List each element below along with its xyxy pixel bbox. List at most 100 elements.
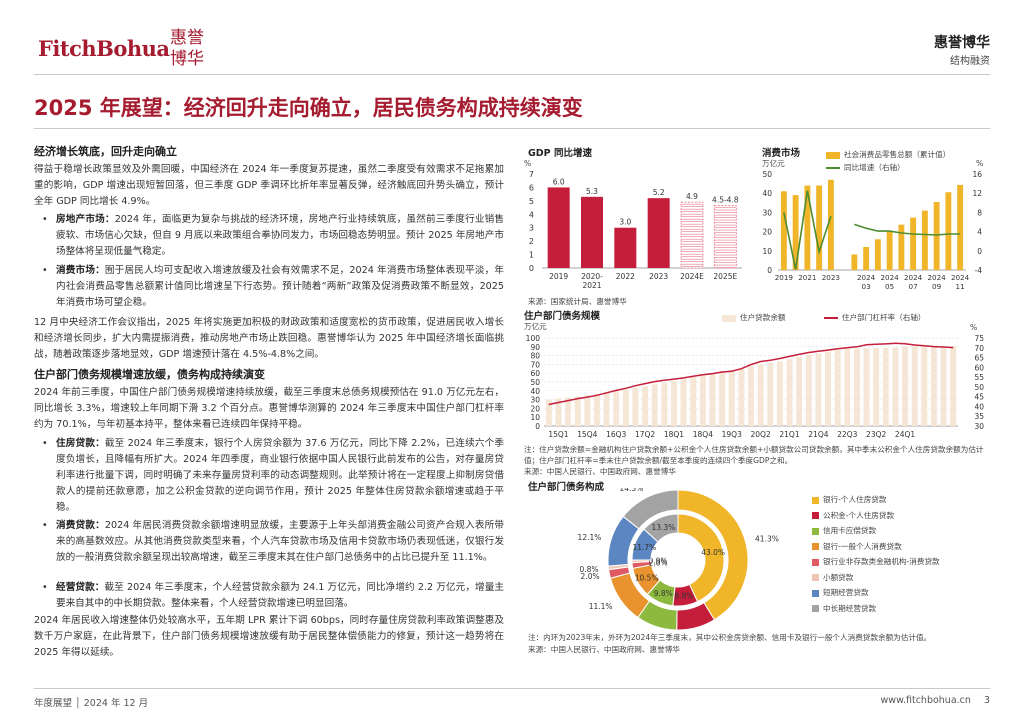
y-tick-label: 4: [529, 210, 534, 219]
composition-data-label: 43.0%: [701, 548, 725, 557]
legend-swatch: [812, 496, 819, 504]
gdp-data-label: 6.0: [553, 177, 565, 186]
y-tick-label-right: 40: [974, 402, 984, 411]
section-heading-growth: 经济增长筑底，回升走向确立: [34, 145, 177, 158]
bullet-text: 截至 2024 年三季度末，银行个人房贷余额为 37.6 万亿元，同比下降 2.…: [56, 438, 505, 513]
x-tick-label: 2024: [927, 273, 946, 282]
loan-balance-bar: [709, 373, 716, 426]
gdp-data-label: 5.3: [586, 187, 598, 196]
y-tick-label-left: 50: [530, 378, 540, 387]
x-tick-label: 22Q3: [837, 430, 857, 439]
bullet-text: 2024 年居民消费贷款余额增速明显放缓，主要源于上年头部消费金融公司资产合规入…: [56, 520, 505, 563]
loan-balance-bar: [921, 345, 928, 426]
y-tick-label-right: 35: [974, 412, 984, 421]
x-tick-label: 2024: [880, 273, 899, 282]
loan-balance-bar: [873, 348, 880, 426]
loan-balance-bar: [651, 384, 658, 426]
legend-swatch-line: [826, 167, 840, 169]
composition-slice: [643, 513, 679, 543]
y-tick-label: 5: [529, 197, 534, 206]
loan-balance-bar: [699, 375, 706, 426]
retail-sales-bar: [910, 217, 917, 270]
x-tick-label: 09: [932, 282, 942, 291]
legend-swatch: [812, 558, 819, 566]
composition-slice: [677, 513, 725, 603]
y-tick-label-left: 10: [530, 413, 540, 422]
x-tick-label: 2021: [582, 281, 601, 290]
loan-balance-bar: [670, 380, 677, 426]
legend-label-bar: 社会消费品零售总额（累计值）: [844, 150, 951, 159]
legend-swatch: [812, 527, 819, 535]
gdp-source: 来源：国家统计局、惠誉博华: [528, 297, 627, 306]
y-tick-label-right: 60: [974, 363, 984, 372]
gdp-bar: [647, 198, 670, 268]
composition-data-label: 12.1%: [578, 533, 602, 542]
legend-item: 短期经营贷款: [812, 585, 990, 601]
retail-sales-bar: [921, 210, 928, 270]
debt-scale-source: 来源：中国人民银行、中国政府网、惠誉博华: [524, 467, 676, 476]
debt-scale-unit-left: 万亿元: [524, 322, 547, 331]
retail-sales-bar: [780, 191, 787, 270]
composition-data-label: 2.0%: [581, 572, 600, 581]
legend-label-line: 同比增速（右轴）: [844, 163, 905, 172]
footer-url[interactable]: www.fitchbohua.cn: [880, 695, 971, 706]
retail-sales-bar: [816, 185, 823, 270]
gdp-bar: [581, 196, 603, 268]
composition-source: 来源：中国人民银行、中国政府网、惠誉博华: [528, 645, 680, 654]
x-tick-label: 2023: [649, 272, 668, 281]
retail-sales-bar: [945, 192, 952, 270]
composition-data-label: 10.5%: [635, 574, 659, 583]
header-divider: [34, 74, 990, 75]
loan-balance-bar: [661, 382, 668, 426]
y-tick-label-left: 60: [530, 369, 540, 378]
x-tick-label: 2025E: [713, 272, 737, 281]
legend-label: 银行业非存款类金融机构-消费贷款: [823, 557, 940, 566]
legend-swatch: [812, 512, 819, 519]
loan-balance-bar: [786, 358, 793, 426]
loan-balance-bar: [853, 348, 860, 426]
retail-sales-bar: [874, 239, 881, 270]
gdp-unit: %: [524, 159, 532, 168]
debt-scale-chart: 0102030405060708090100303540455055606570…: [526, 334, 985, 439]
loan-balance-bar: [680, 378, 687, 426]
bullet-dot: •: [42, 520, 48, 531]
gdp-bar: [547, 187, 570, 268]
bullet-text: 截至 2024 年三季度末，个人经营贷款余额为 24.1 万亿元，同比净增约 2…: [56, 582, 504, 609]
composition-data-label: 41.3%: [755, 534, 779, 543]
debt-scale-legend: 住户贷款余额 住户部门杠杆率（右轴）: [722, 312, 926, 323]
gdp-data-label: 5.2: [653, 188, 665, 197]
composition-data-label: 11.7%: [632, 543, 656, 552]
y-tick-label-left: 20: [530, 404, 540, 413]
bullet-dot: •: [42, 438, 48, 449]
loan-balance-bar: [690, 376, 697, 426]
y-tick-label-right: 16: [972, 170, 982, 179]
composition-chart: 41.3%9.0%9.4%11.1%2.0%0.8%12.1%14.3%43.0…: [578, 488, 779, 631]
y-tick-label-left: 100: [526, 334, 541, 343]
y-tick-label-right: 55: [974, 373, 984, 382]
y-tick-label-right: -4: [975, 266, 983, 275]
gdp-bar: [614, 227, 637, 268]
composition-slice: [622, 489, 679, 530]
leverage-ratio-line: [548, 342, 954, 406]
legend-swatch-bar: [722, 314, 736, 322]
legend-label: 银行-个人住房贷款: [823, 495, 887, 504]
y-tick-label-right: 8: [977, 208, 982, 217]
loan-balance-bar: [728, 369, 735, 426]
retail-sales-bar: [933, 202, 940, 270]
x-tick-label: 2019: [549, 272, 568, 281]
retail-sales-bar: [804, 185, 811, 270]
gdp-bar: [680, 201, 704, 269]
y-tick-label-right: 50: [974, 383, 984, 392]
y-tick-label-right: 70: [974, 344, 984, 353]
debt-scale-chart-title: 住户部门债务规模: [524, 311, 601, 322]
consumption-unit-left: 万亿元: [762, 159, 785, 168]
x-tick-label: 21Q1: [779, 430, 799, 439]
x-tick-label: 2024: [951, 273, 970, 282]
composition-data-label: 0.8%: [579, 565, 598, 574]
y-tick-label: 0: [529, 264, 534, 273]
loan-balance-bar: [565, 397, 572, 426]
legend-item: 信用卡应偿贷款: [812, 523, 990, 539]
retail-sales-bar: [898, 224, 905, 270]
x-tick-label: 15Q1: [548, 430, 568, 439]
